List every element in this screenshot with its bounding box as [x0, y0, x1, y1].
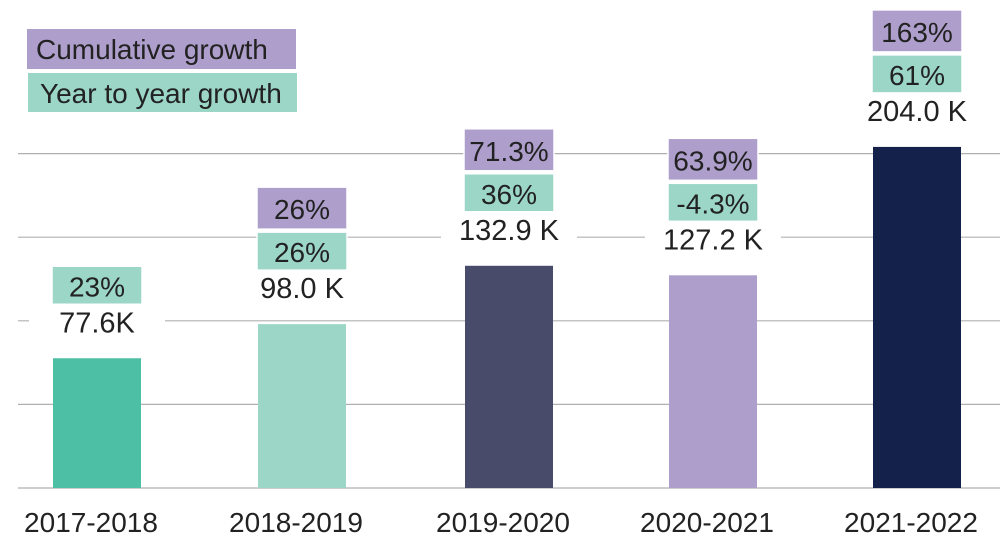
cumulative-growth-label: 63.9% [673, 145, 752, 176]
cumulative-growth-label: 163% [881, 17, 953, 48]
yoy-growth-box [51, 265, 143, 306]
yoy-growth-label: 26% [274, 237, 330, 268]
value-label-bg [29, 300, 165, 339]
value-label-bg [441, 207, 577, 246]
x-tick-label: 2021-2022 [844, 507, 978, 538]
yoy-growth-label: 23% [69, 271, 125, 302]
bar-2019-2020 [465, 265, 553, 488]
cumulative-growth-box [256, 186, 348, 230]
value-label-bg [645, 217, 781, 256]
legend-label-yoy: Year to year growth [40, 78, 282, 109]
yoy-growth-box [256, 231, 348, 271]
x-tick-label: 2019-2020 [436, 507, 570, 538]
value-label-bg [849, 88, 985, 127]
legend-swatch-cumulative [27, 29, 296, 69]
value-label: 132.9 K [459, 215, 560, 247]
value-label: 204.0 K [867, 96, 968, 128]
value-label: 77.6K [59, 307, 135, 339]
yoy-growth-label: 61% [889, 60, 945, 91]
bar-2021-2022 [873, 146, 961, 489]
legend-swatch-yoy [28, 73, 297, 112]
bar-2020-2021 [669, 275, 757, 488]
bar-2017-2018 [53, 358, 141, 488]
cumulative-growth-box [463, 128, 555, 172]
yoy-growth-box [667, 182, 759, 223]
yoy-growth-label: -4.3% [676, 188, 749, 219]
value-label-bg [234, 266, 370, 305]
value-label: 127.2 K [663, 224, 764, 256]
legend-label-cumulative: Cumulative growth [36, 34, 268, 65]
value-label: 98.0 K [260, 273, 344, 305]
yoy-growth-box [871, 54, 963, 94]
x-tick-label: 2018-2019 [229, 507, 363, 538]
yoy-growth-box [463, 173, 555, 213]
x-tick-label: 2017-2018 [24, 507, 158, 538]
cumulative-growth-label: 71.3% [469, 136, 548, 167]
cumulative-growth-box [667, 137, 759, 182]
x-tick-label: 2020-2021 [640, 507, 774, 538]
bar-2018-2019 [258, 324, 346, 488]
cumulative-growth-box [871, 9, 963, 53]
yoy-growth-label: 36% [481, 179, 537, 210]
cumulative-growth-label: 26% [274, 194, 330, 225]
